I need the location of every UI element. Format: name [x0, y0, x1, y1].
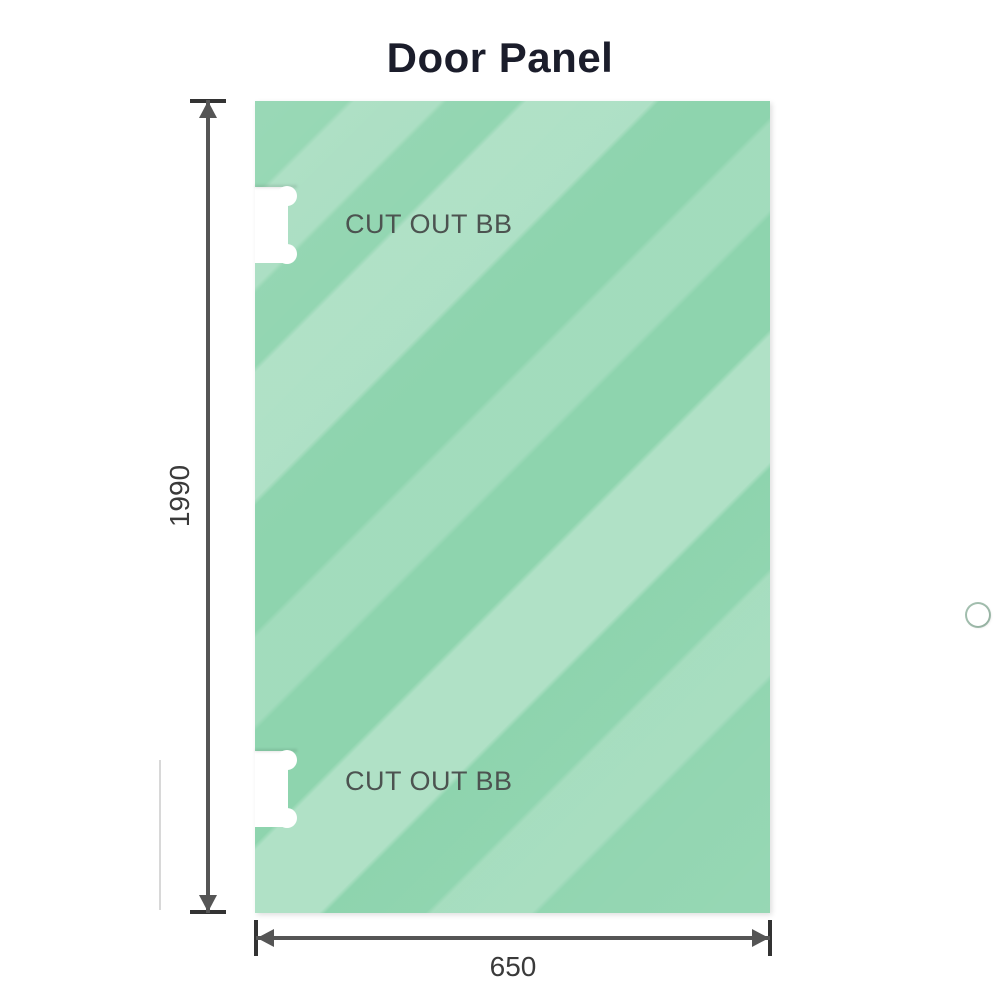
width-dimension-label: 650 [489, 951, 537, 982]
cut-out-top [255, 185, 297, 264]
width-dimension-line [256, 936, 770, 940]
cut-out-lobe-top [277, 750, 297, 770]
cut-out-lobe-bottom [277, 244, 297, 264]
height-dimension-label: 1990 [164, 464, 195, 528]
cut-out-bottom-label: CUT OUT BB [345, 766, 513, 796]
cut-out-lobe-top [277, 186, 297, 206]
cut-out-shadow [255, 185, 297, 188]
page-title: Door Panel [386, 34, 614, 81]
extension-guide-line [159, 760, 161, 910]
arrow-up-icon [199, 101, 217, 118]
height-dimension-line [206, 100, 210, 913]
arrow-down-icon [199, 895, 217, 912]
cut-out-top-label: CUT OUT BB [345, 209, 513, 239]
cut-out-bottom [255, 749, 297, 828]
width-dimension-tick-right [768, 920, 772, 956]
cut-out-lobe-bottom [277, 808, 297, 828]
cut-out-shadow [255, 749, 297, 752]
arrow-right-icon [752, 929, 769, 947]
handle-hole [967, 604, 989, 626]
glass-panel-surface [255, 101, 770, 913]
arrow-left-icon [257, 929, 274, 947]
